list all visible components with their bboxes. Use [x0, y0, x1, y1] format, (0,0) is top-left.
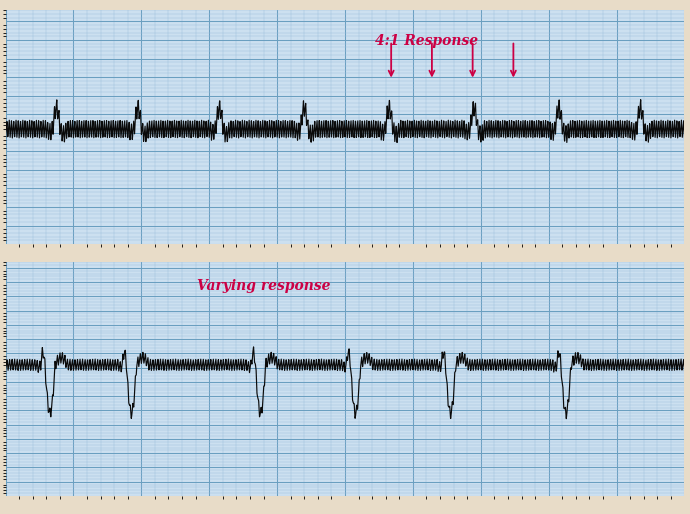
Text: 4:1 Response: 4:1 Response	[375, 34, 478, 48]
Text: Varying response: Varying response	[197, 279, 331, 292]
